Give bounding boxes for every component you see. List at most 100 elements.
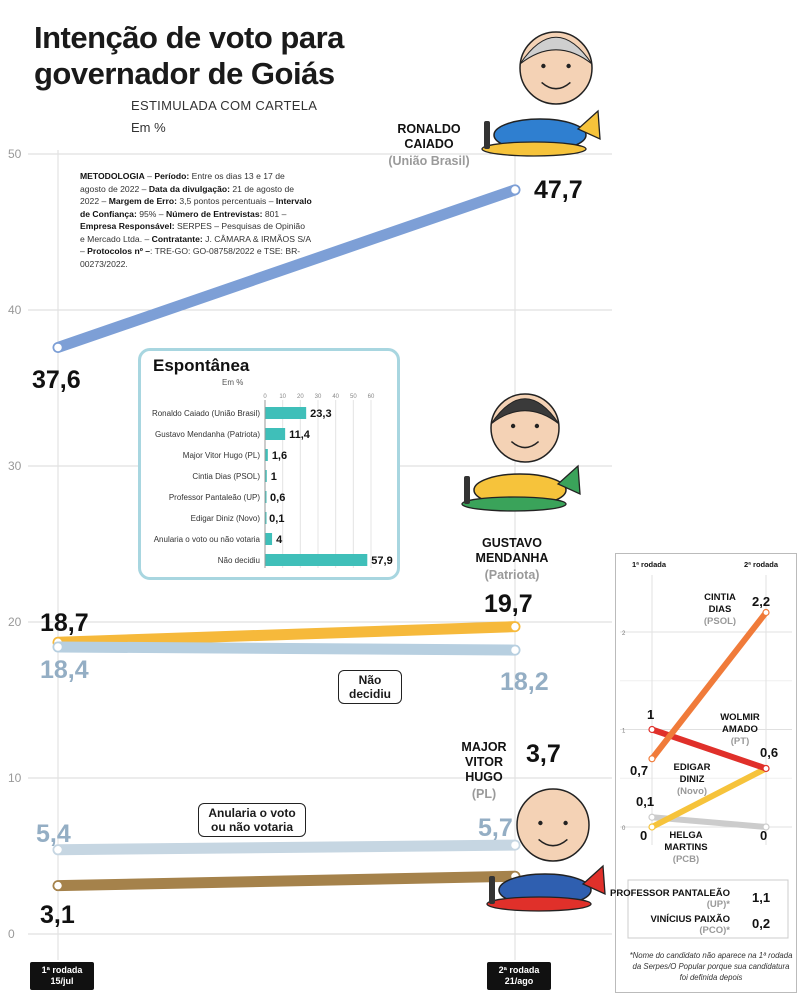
esp-tick-label: 50 bbox=[350, 394, 357, 400]
esp-value-label: 1 bbox=[271, 471, 277, 483]
candidate-party: (Patriota) bbox=[485, 568, 540, 582]
caiado-plane-icon bbox=[481, 109, 601, 157]
side-point-helga-martins bbox=[648, 813, 656, 821]
vitor-hugo-plane-icon bbox=[486, 864, 606, 912]
esp-tick-label: 30 bbox=[315, 394, 322, 400]
esp-bar bbox=[265, 428, 286, 440]
esp-value-label: 11,4 bbox=[289, 429, 311, 441]
esp-tick-label: 60 bbox=[368, 394, 375, 400]
side-value-cintia-dias: 0,7 bbox=[630, 763, 648, 778]
side-tick-label: 0 bbox=[622, 826, 626, 832]
esp-category-label: Não decidiu bbox=[218, 556, 260, 565]
esp-bar bbox=[265, 470, 267, 482]
methodology-value: – bbox=[144, 171, 155, 181]
point-anularia-o-voto-ou-nao-votaria bbox=[509, 839, 521, 851]
side-point-cintia-dias bbox=[648, 755, 656, 763]
esp-value-label: 57,9 bbox=[371, 555, 392, 567]
unit-label: Em % bbox=[131, 120, 166, 135]
esp-category-label: Edigar Diniz (Novo) bbox=[191, 514, 261, 523]
point-gustavo-mendanha bbox=[509, 621, 521, 632]
extra-candidate-value: 0,2 bbox=[752, 916, 770, 931]
y-tick-label: 20 bbox=[8, 615, 22, 629]
side-point-cintia-dias bbox=[762, 608, 770, 617]
methodology-value: 801 – bbox=[262, 208, 287, 219]
esp-value-label: 0,6 bbox=[270, 492, 285, 504]
espontanea-title: Espontânea bbox=[153, 356, 250, 375]
page-title: Intenção de voto para governador de Goiá… bbox=[34, 20, 344, 91]
esp-tick-label: 20 bbox=[297, 394, 304, 400]
y-tick-label: 10 bbox=[8, 771, 22, 785]
series-line-major-vitor-hugo bbox=[52, 870, 521, 892]
esp-bar bbox=[265, 407, 307, 419]
esp-bar bbox=[265, 491, 267, 503]
candidate-party: (PL) bbox=[472, 787, 496, 801]
callout-anularia-text: Anularia o voto ou não votaria bbox=[208, 806, 296, 834]
value-label-gustavo-mendanha: 19,7 bbox=[484, 590, 533, 618]
espontanea-unit: Em % bbox=[222, 378, 244, 387]
esp-tick-label: 40 bbox=[332, 394, 339, 400]
extra-candidate-value: 1,1 bbox=[752, 890, 770, 905]
footnote: *Nome do candidato não aparece na 1ª rod… bbox=[629, 951, 793, 982]
x-label-first-round: 1ª rodada 15/jul bbox=[30, 962, 94, 990]
extra-candidate-party: (PCO)* bbox=[699, 925, 730, 936]
callout-nao-decidiu-text: Não decidiu bbox=[348, 673, 391, 701]
methodology-text: METODOLOGIA – Período: Entre os dias 13 … bbox=[80, 170, 312, 270]
methodology-key: Intervalo de Confiança: bbox=[80, 196, 312, 219]
point-nao-decidiu bbox=[509, 644, 521, 656]
candidate-name: MENDANHA bbox=[476, 551, 549, 565]
side-candidate-name: DINIZ bbox=[680, 774, 705, 785]
side-candidate-name: CINTIA bbox=[704, 592, 736, 603]
candidate-name: HUGO bbox=[465, 770, 503, 784]
methodology-value: 21 de agosto de 2022 – bbox=[80, 183, 295, 207]
side-point-helga-martins bbox=[762, 823, 770, 831]
series-line-ronaldo-caiado bbox=[52, 184, 521, 353]
esp-value-label: 1,6 bbox=[272, 450, 287, 462]
value-label-gustavo-mendanha: 18,7 bbox=[40, 609, 89, 637]
chart-subtitle: ESTIMULADA COM CARTELA bbox=[131, 98, 318, 113]
candidate-name: CAIADO bbox=[404, 137, 454, 151]
y-tick-label: 30 bbox=[8, 459, 22, 473]
point-anularia-o-voto-ou-nao-votaria bbox=[52, 844, 64, 856]
esp-category-label: Anularia o voto ou não votaria bbox=[154, 535, 261, 544]
side-head-first: 1ª rodada bbox=[632, 560, 667, 569]
methodology-key: Margem de Erro: bbox=[108, 196, 177, 206]
candidate-name: VITOR bbox=[465, 755, 503, 769]
side-point-wolmir-amado bbox=[648, 725, 656, 734]
side-tick-label: 1 bbox=[622, 729, 626, 735]
point-nao-decidiu bbox=[52, 641, 64, 653]
extra-candidates-box bbox=[627, 879, 789, 939]
esp-category-label: Professor Pantaleão (UP) bbox=[169, 493, 260, 502]
side-candidate-name: MARTINS bbox=[664, 842, 707, 853]
methodology-value: J. CÂMARA & IRMÃOS S/A – bbox=[80, 233, 311, 257]
esp-tick-label: 10 bbox=[279, 394, 286, 400]
side-candidate-party: (PT) bbox=[731, 736, 749, 747]
side-candidate-name: AMADO bbox=[722, 724, 758, 735]
esp-value-label: 0,1 bbox=[269, 513, 284, 525]
esp-category-label: Gustavo Mendanha (Patriota) bbox=[155, 430, 260, 439]
esp-tick-label: 0 bbox=[263, 394, 267, 400]
x-label-second-round: 2ª rodada 21/ago bbox=[487, 962, 551, 990]
side-point-wolmir-amado bbox=[762, 764, 770, 773]
methodology-value: SERPES – Pesquisas de Opinião e Mercado … bbox=[80, 221, 305, 244]
side-candidate-party: (Novo) bbox=[677, 786, 707, 797]
methodology-key: Período: bbox=[154, 171, 190, 181]
methodology-key: Data da divulgação: bbox=[148, 183, 230, 194]
methodology-key: METODOLOGIA bbox=[80, 171, 145, 181]
side-candidate-name: EDIGAR bbox=[674, 762, 711, 773]
series-line-nao-decidiu bbox=[52, 641, 521, 656]
value-label-major-vitor-hugo: 3,1 bbox=[40, 901, 75, 929]
extra-candidate-name: VINÍCIUS PAIXÃO bbox=[650, 914, 730, 925]
value-label-nao-decidiu: 18,2 bbox=[500, 668, 549, 696]
side-line-edigar-diniz bbox=[649, 765, 769, 830]
y-tick-label: 50 bbox=[8, 147, 22, 161]
esp-bar bbox=[265, 449, 268, 461]
esp-value-label: 4 bbox=[276, 534, 283, 546]
mendanha-plane-icon bbox=[461, 464, 581, 512]
y-tick-label: 40 bbox=[8, 303, 22, 317]
methodology-value: : TRE-GO: GO-08758/2022 e TSE: BR-00273/… bbox=[80, 246, 301, 269]
esp-value-label: 23,3 bbox=[310, 408, 331, 420]
candidate-party: (União Brasil) bbox=[388, 154, 469, 168]
